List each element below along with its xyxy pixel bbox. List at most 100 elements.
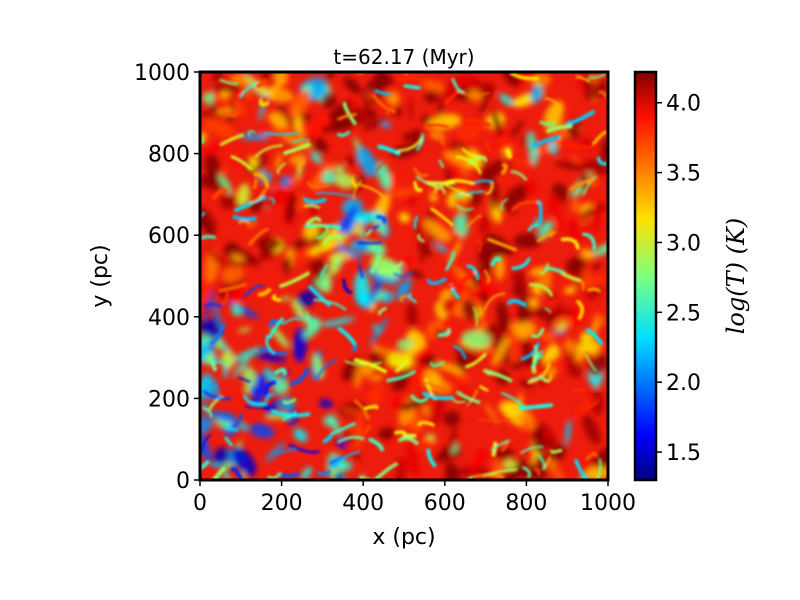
- heatmap-cell: [376, 160, 391, 191]
- heatmap-filament: [337, 130, 351, 137]
- heatmap-filament: [464, 214, 483, 230]
- heatmap-cell: [307, 243, 335, 255]
- y-tick-label: 200: [148, 387, 190, 412]
- heatmap-cell: [219, 193, 238, 210]
- heatmap-cell: [293, 428, 308, 443]
- heatmap-cell: [530, 85, 543, 103]
- heatmap-filament: [344, 360, 382, 366]
- colorbar-tick-label: 4.0: [666, 92, 701, 117]
- heatmap-cell: [394, 457, 408, 471]
- colorbar-label: log(T) (K): [722, 218, 750, 335]
- heatmap-cell: [513, 232, 542, 249]
- heatmap-filament: [364, 424, 372, 434]
- heatmap-filament: [587, 287, 601, 293]
- heatmap-cell: [214, 417, 234, 430]
- heatmap-cell: [237, 183, 250, 208]
- heatmap-cell: [491, 336, 510, 367]
- heatmap-filament: [484, 292, 506, 311]
- heatmap-cell: [567, 222, 590, 242]
- heatmap-filament: [322, 434, 333, 444]
- heatmap-filament: [393, 271, 413, 278]
- heatmap-filament: [456, 204, 474, 211]
- heatmap-filament: [546, 124, 573, 134]
- heatmap-filament: [433, 185, 438, 194]
- heatmap-filament: [394, 430, 407, 436]
- heatmap-cell: [332, 471, 344, 480]
- heatmap-filament: [330, 422, 357, 436]
- heatmap-filament: [528, 376, 549, 382]
- heatmap-cell: [424, 89, 438, 104]
- heatmap-filament: [239, 81, 259, 99]
- heatmap-filament: [243, 394, 267, 406]
- heatmap-filament: [437, 329, 451, 338]
- heatmap-filament: [200, 211, 206, 218]
- heatmap-cell: [415, 438, 436, 453]
- heatmap-filament: [259, 347, 288, 356]
- heatmap-filament: [530, 344, 539, 369]
- heatmap-filament: [342, 101, 357, 126]
- heatmap-filament: [259, 98, 270, 107]
- heatmap-filament: [210, 322, 226, 345]
- heatmap-cell: [208, 103, 223, 117]
- heatmap-filament: [281, 410, 297, 421]
- heatmap-filament: [203, 390, 232, 400]
- heatmap-cell: [584, 80, 608, 101]
- heatmap-filament: [596, 458, 602, 480]
- heatmap-filament: [417, 420, 435, 427]
- heatmap-filament: [200, 460, 210, 471]
- heatmap-filament: [316, 359, 337, 379]
- heatmap-filament: [234, 87, 243, 98]
- heatmap-filament: [230, 155, 253, 171]
- heatmap-filament: [413, 215, 419, 230]
- heatmap-filament: [202, 406, 213, 418]
- heatmap-cell: [479, 291, 489, 303]
- heatmap-filament: [320, 263, 329, 278]
- heatmap-filament: [501, 163, 508, 175]
- heatmap-cell: [300, 466, 313, 480]
- heatmap-filament: [491, 441, 498, 457]
- x-tick-label: 600: [424, 491, 466, 516]
- heatmap-filament: [518, 403, 554, 411]
- heatmap-cell: [395, 72, 425, 85]
- heatmap-cell: [518, 321, 537, 338]
- heatmap-filament: [356, 183, 385, 199]
- heatmap-filament: [288, 443, 320, 454]
- heatmap-filament: [377, 144, 401, 156]
- heatmap-cell: [496, 300, 510, 332]
- heatmap-cell: [583, 465, 608, 480]
- heatmap-filament: [264, 393, 274, 402]
- heatmap-cell: [285, 193, 297, 225]
- heatmap-cell: [500, 206, 519, 215]
- heatmap-cell: [408, 97, 414, 121]
- heatmap-filament: [306, 216, 322, 225]
- heatmap-filament: [490, 439, 511, 451]
- heatmap-filament: [543, 456, 552, 470]
- heatmap-cell: [454, 373, 472, 383]
- heatmap-filament: [560, 271, 582, 283]
- heatmap-cell: [231, 304, 243, 317]
- x-axis-label: x (pc): [372, 525, 435, 550]
- colorbar-tick-label: 3.0: [666, 231, 701, 256]
- heatmap-cell: [571, 199, 579, 213]
- heatmap-filament: [247, 130, 256, 137]
- heatmap-filament: [558, 129, 567, 148]
- heatmap-filament: [214, 384, 220, 401]
- heatmap-filament: [500, 442, 510, 452]
- heatmap-filament: [374, 462, 399, 480]
- heatmap-cell: [528, 297, 540, 308]
- heatmap-filament: [402, 433, 417, 439]
- heatmap-filament: [473, 306, 478, 327]
- heatmap-cell: [239, 133, 271, 140]
- heatmap-filament: [255, 79, 268, 88]
- heatmap-cell: [434, 243, 448, 253]
- heatmap-cell: [458, 123, 482, 141]
- heatmap-filament: [430, 207, 454, 227]
- heatmap-filament: [536, 230, 557, 243]
- heatmap-cell: [258, 249, 276, 262]
- heatmap-cell: [509, 120, 524, 139]
- heatmap-cell: [406, 441, 420, 477]
- heatmap-filament: [520, 445, 544, 454]
- heatmap-filament: [353, 399, 370, 420]
- heatmap-filament: [536, 199, 543, 224]
- heatmap-filament: [275, 448, 297, 456]
